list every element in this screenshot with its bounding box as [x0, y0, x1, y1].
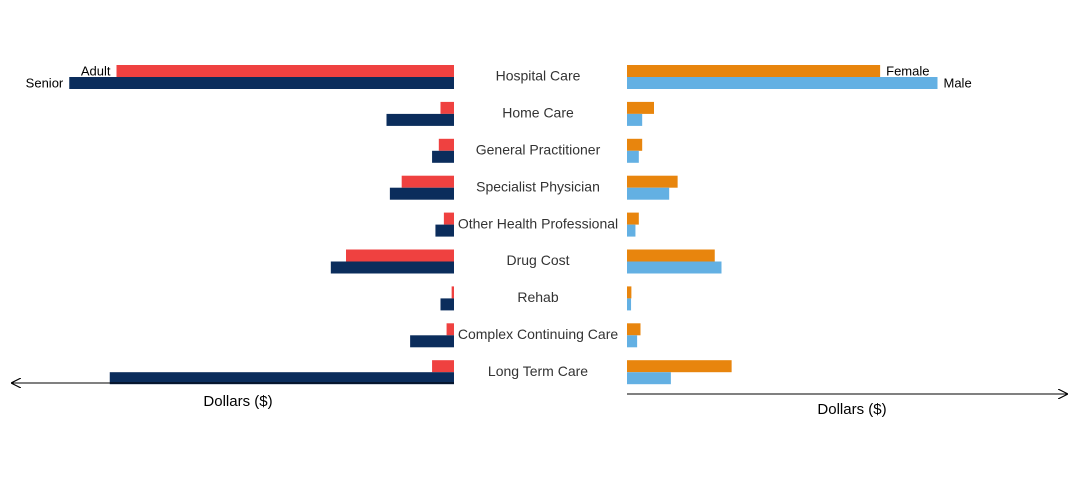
bar-female-rehab: [627, 286, 632, 299]
bar-male-rehab: [627, 298, 632, 311]
bar-male-general-practitioner: [627, 150, 639, 163]
category-label-specialist-physician: Specialist Physician: [476, 178, 600, 194]
legend-label-male: Male: [944, 75, 972, 90]
legend-label-female: Female: [886, 63, 929, 78]
bar-male-hospital-care: [627, 77, 938, 89]
bar-female-hospital-care: [627, 65, 881, 77]
left-x-axis-title: Dollars ($): [203, 393, 272, 410]
category-label-drug-cost: Drug Cost: [506, 252, 569, 268]
legend-label-senior: Senior: [26, 75, 64, 90]
category-labels: Hospital Care Home Care General Practition…: [458, 68, 619, 379]
category-label-complex-continuing-care: Complex Continuing Care: [458, 326, 619, 342]
bar-female-drug-cost: [627, 249, 715, 262]
category-label-rehab: Rehab: [517, 289, 558, 305]
bar-senior-hospital-care: [69, 77, 454, 89]
category-label-long-term-care: Long Term Care: [488, 363, 588, 379]
bar-female-long-term-care: [627, 360, 732, 373]
bar-adult-complex-continuing-care: [446, 323, 454, 336]
bar-senior-specialist-physician: [389, 187, 454, 200]
bar-male-other-health-professional: [627, 224, 636, 237]
bar-female-general-practitioner: [627, 138, 643, 151]
bar-senior-drug-cost: [330, 261, 454, 274]
bar-senior-general-practitioner: [432, 150, 454, 163]
legend-label-adult: Adult: [81, 63, 111, 78]
bar-senior-other-health-professional: [435, 224, 454, 237]
right-panel-bars: [627, 65, 938, 385]
right-x-axis-title: Dollars ($): [817, 401, 886, 418]
left-panel-bars: [69, 65, 454, 385]
bar-adult-rehab: [451, 286, 454, 299]
bar-adult-specialist-physician: [401, 175, 454, 188]
bar-adult-drug-cost: [346, 249, 454, 262]
bar-female-complex-continuing-care: [627, 323, 641, 336]
legend-labels: Adult Senior Female Male: [26, 63, 972, 90]
bar-male-drug-cost: [627, 261, 722, 274]
bar-adult-hospital-care: [116, 65, 454, 77]
bar-adult-home-care: [440, 101, 454, 114]
category-label-other-health-professional: Other Health Professional: [458, 215, 618, 231]
bar-male-home-care: [627, 113, 643, 126]
bar-senior-complex-continuing-care: [410, 335, 454, 348]
category-label-general-practitioner: General Practitioner: [476, 142, 601, 158]
bar-senior-long-term-care: [109, 372, 454, 385]
bar-adult-long-term-care: [432, 360, 454, 373]
bar-senior-rehab: [440, 298, 454, 311]
bar-female-specialist-physician: [627, 175, 678, 188]
bar-female-home-care: [627, 101, 654, 114]
bar-adult-other-health-professional: [443, 212, 454, 225]
bar-male-long-term-care: [627, 372, 671, 385]
bar-female-other-health-professional: [627, 212, 639, 225]
category-label-home-care: Home Care: [502, 105, 574, 121]
bar-male-complex-continuing-care: [627, 335, 638, 348]
bar-adult-general-practitioner: [438, 138, 454, 151]
bar-senior-home-care: [386, 113, 454, 126]
bar-male-specialist-physician: [627, 187, 670, 200]
category-label-hospital-care: Hospital Care: [496, 68, 581, 84]
